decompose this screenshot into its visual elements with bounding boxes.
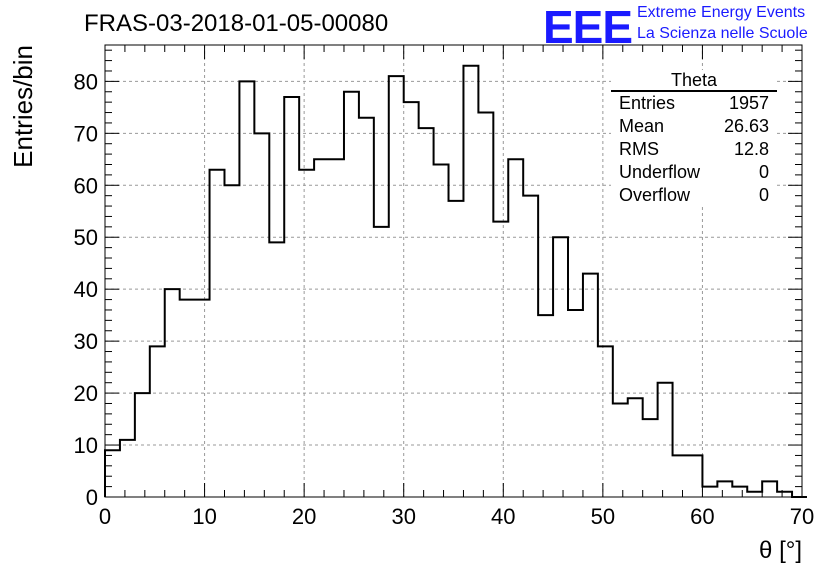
histogram-series — [104, 64, 807, 498]
stats-label: Underflow — [619, 162, 701, 182]
x-tick-label: 0 — [99, 504, 111, 529]
stats-row-underflow: Underflow 0 — [611, 161, 777, 184]
x-tick-label: 70 — [790, 504, 814, 529]
y-tick-label: 50 — [74, 225, 98, 250]
plot-frame — [104, 44, 803, 498]
x-tick-label: 50 — [591, 504, 615, 529]
stats-row-rms: RMS 12.8 — [611, 138, 777, 161]
y-tick-label: 30 — [74, 329, 98, 354]
x-tick-label: 30 — [391, 504, 415, 529]
x-tick-label: 40 — [491, 504, 515, 529]
x-tick-label: 10 — [192, 504, 216, 529]
y-tick-label: 70 — [74, 121, 98, 146]
eee-logo: EEE — [543, 1, 633, 53]
x-tick-label: 20 — [292, 504, 316, 529]
stats-box: Theta Entries 1957 Mean 26.63 RMS 12.8 U… — [611, 70, 777, 207]
logo-line-2: La Scienza nelle Scuole — [637, 25, 808, 42]
logo-line-1: Extreme Energy Events — [637, 4, 806, 21]
stats-label: Overflow — [619, 185, 691, 205]
y-tick-label: 80 — [74, 69, 98, 94]
y-tick-label: 0 — [86, 485, 98, 510]
stats-row-mean: Mean 26.63 — [611, 115, 777, 138]
stats-value: 0 — [758, 162, 769, 182]
stats-row-overflow: Overflow 0 — [611, 184, 777, 207]
y-axis-label: Entries/bin — [8, 45, 38, 168]
y-tick-label: 60 — [74, 173, 98, 198]
stats-row-entries: Entries 1957 — [611, 92, 777, 115]
stats-value: 1957 — [728, 93, 769, 113]
stats-value: 26.63 — [723, 116, 769, 136]
y-tick-label: 10 — [74, 433, 98, 458]
stats-label: RMS — [619, 139, 659, 159]
y-tick-label: 20 — [74, 381, 98, 406]
x-tick-label: 60 — [690, 504, 714, 529]
stats-label: Entries — [619, 93, 676, 113]
chart-title: FRAS-03-2018-01-05-00080 — [84, 10, 389, 37]
stats-value: 0 — [758, 185, 769, 205]
y-tick-label: 40 — [74, 277, 98, 302]
stats-label: Mean — [619, 116, 665, 136]
stats-value: 12.8 — [733, 139, 769, 159]
stats-title: Theta — [611, 70, 777, 92]
x-axis-label: θ [°] — [759, 537, 802, 564]
